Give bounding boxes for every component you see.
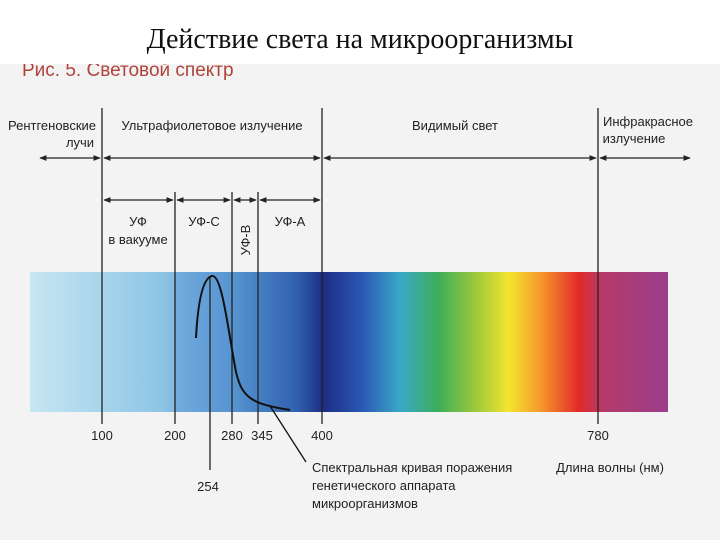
tick-label: 400 xyxy=(311,428,333,443)
region-label: Ультрафиолетовое излучение xyxy=(121,118,302,133)
pointer-line xyxy=(269,405,307,463)
tick-label: 200 xyxy=(164,428,186,443)
title-bar xyxy=(0,0,720,64)
damage-curve xyxy=(195,275,291,411)
curve-label: Спектральная кривая поражения xyxy=(312,460,512,475)
band-label: УФ xyxy=(129,214,147,229)
band-label: УФ-А xyxy=(275,214,306,229)
band-label: УФ-В xyxy=(238,225,253,256)
band-label: в вакууме xyxy=(108,232,167,247)
peak-label: 254 xyxy=(197,479,219,494)
region-label: Видимый свет xyxy=(412,118,498,133)
tick-label: 280 xyxy=(221,428,243,443)
tick-label: 100 xyxy=(91,428,113,443)
tick-label: 345 xyxy=(251,428,273,443)
figure-caption: Рис. 5. Световой спектр xyxy=(22,60,234,81)
region-label: лучи xyxy=(66,135,94,150)
axis-label: Длина волны (нм) xyxy=(556,460,664,475)
tick-label: 780 xyxy=(587,428,609,443)
region-label: излучение xyxy=(603,131,666,146)
spectrum-band xyxy=(30,272,668,412)
region-label: Инфракрасное xyxy=(603,114,693,129)
curve-label: генетического аппарата xyxy=(312,478,456,493)
band-label: УФ-С xyxy=(188,214,219,229)
region-label: Рентгеновские xyxy=(8,118,96,133)
curve-label: микроорганизмов xyxy=(312,496,418,511)
uvc-region xyxy=(175,272,232,412)
title: Действие света на микроорганизмы xyxy=(147,24,574,55)
